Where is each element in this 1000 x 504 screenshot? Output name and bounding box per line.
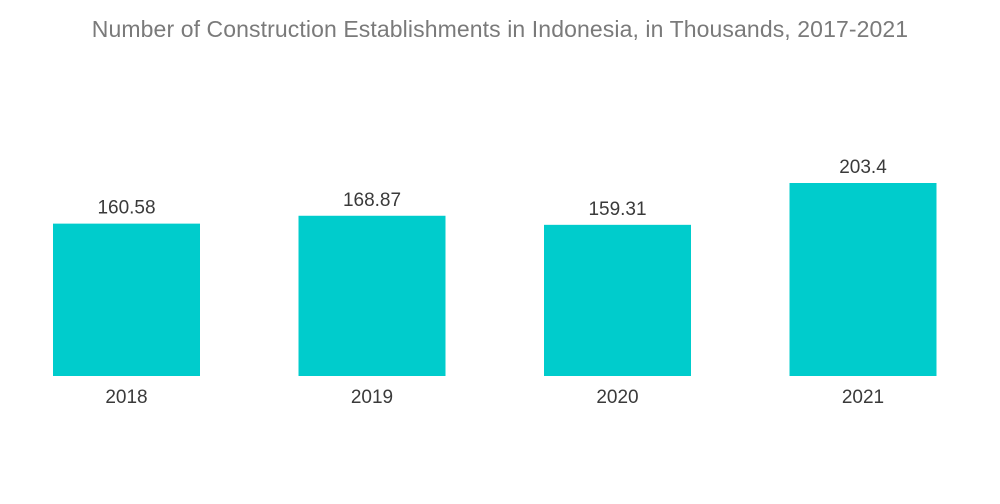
x-tick-2018: 2018 <box>105 387 147 408</box>
value-label-2018: 160.58 <box>97 198 155 219</box>
bar-2020 <box>544 224 691 376</box>
x-axis-ticks: 2018 2019 2020 2021 <box>105 387 884 408</box>
chart-title: Number of Construction Establishments in… <box>91 16 909 42</box>
value-labels-layer: 160.58 168.87 159.31 203.4 <box>97 157 887 220</box>
x-tick-2021: 2021 <box>842 387 884 408</box>
value-label-2021: 203.4 <box>839 157 887 178</box>
bar-2019 <box>298 215 446 376</box>
value-label-2020: 159.31 <box>588 199 646 220</box>
value-label-2019: 168.87 <box>343 190 401 211</box>
bars-layer <box>53 183 937 376</box>
bar-2021 <box>789 183 937 376</box>
bar-2018 <box>53 223 200 376</box>
x-tick-2020: 2020 <box>596 387 638 408</box>
x-tick-2019: 2019 <box>351 387 393 408</box>
